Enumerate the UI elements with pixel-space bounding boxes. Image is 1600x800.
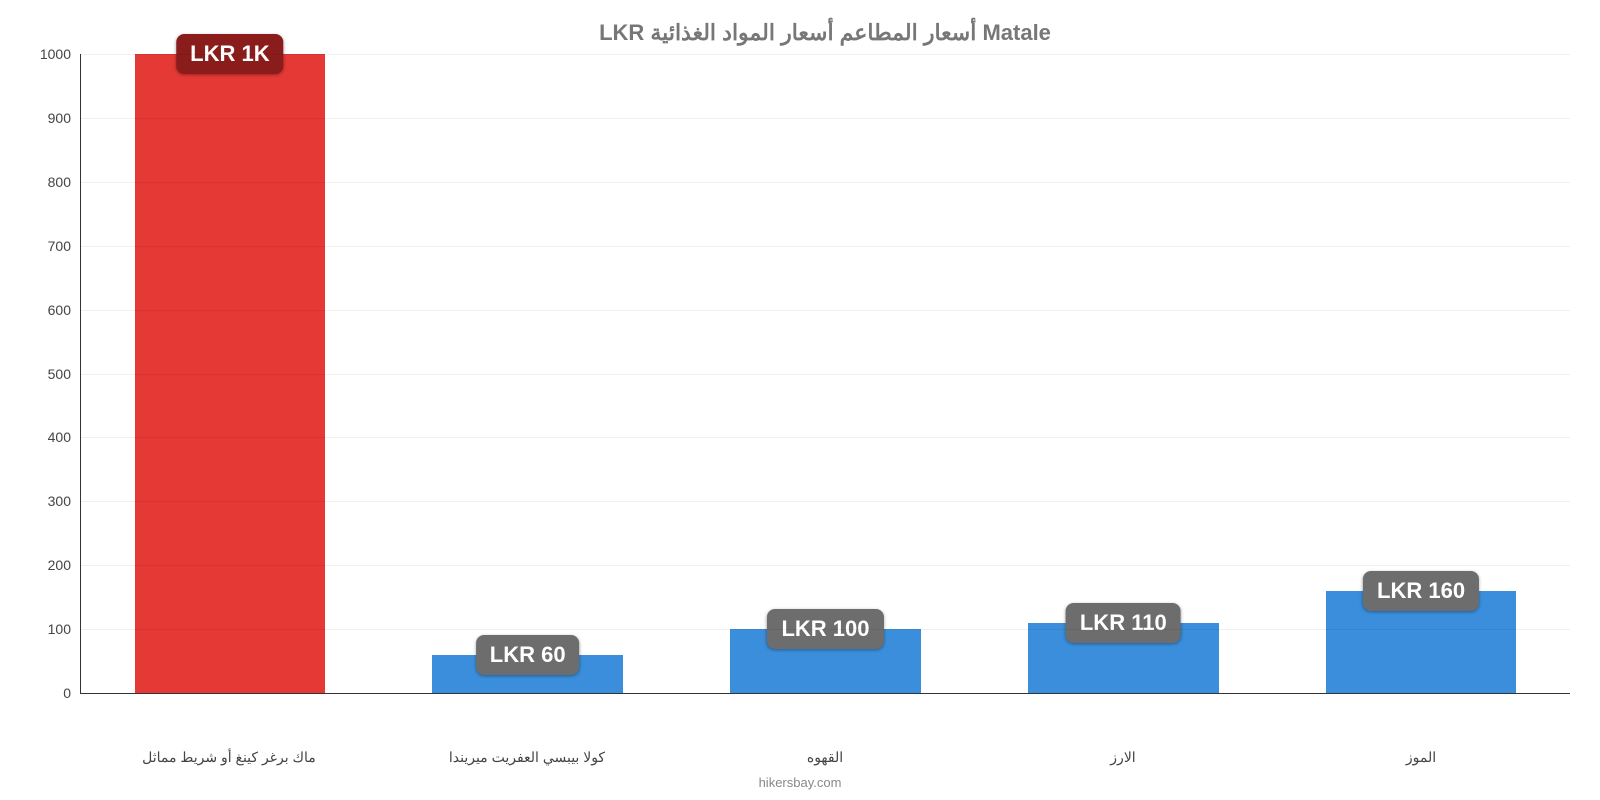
grid-line [81,54,1570,55]
x-axis-label: القهوه [676,749,974,766]
y-tick-label: 200 [11,557,71,573]
y-tick-label: 0 [11,685,71,701]
y-tick-label: 400 [11,429,71,445]
x-axis-labels: ماك برغر كينغ أو شريط مماثلكولا بيبسي ال… [80,749,1570,766]
price-chart: LKR أسعار المطاعم أسعار المواد الغذائية … [0,0,1600,800]
bar: LKR 60 [432,655,623,693]
chart-title: LKR أسعار المطاعم أسعار المواد الغذائية … [80,20,1570,46]
chart-footer: hikersbay.com [0,775,1600,790]
grid-line [81,374,1570,375]
value-badge: LKR 110 [1066,603,1181,643]
value-badge: LKR 60 [476,635,580,675]
grid-line [81,182,1570,183]
x-axis-label: ماك برغر كينغ أو شريط مماثل [80,749,378,766]
grid-line [81,437,1570,438]
y-tick-label: 500 [11,366,71,382]
y-tick-label: 600 [11,302,71,318]
grid-line [81,565,1570,566]
x-axis-label: كولا بيبسي العفريت ميريندا [378,749,676,766]
grid-line [81,118,1570,119]
grid-line [81,501,1570,502]
bar: LKR 100 [730,629,921,693]
y-tick-label: 900 [11,110,71,126]
plot-area: LKR 1KLKR 60LKR 100LKR 110LKR 160 010020… [80,54,1570,694]
bar: LKR 110 [1028,623,1219,693]
grid-line [81,310,1570,311]
grid-line [81,246,1570,247]
y-tick-label: 800 [11,174,71,190]
grid-line [81,629,1570,630]
y-tick-label: 300 [11,493,71,509]
y-tick-label: 100 [11,621,71,637]
x-axis-label: الارز [974,749,1272,766]
y-tick-label: 700 [11,238,71,254]
y-tick-label: 1000 [11,46,71,62]
bar: LKR 160 [1326,591,1517,693]
x-axis-label: الموز [1272,749,1570,766]
value-badge: LKR 160 [1363,571,1479,611]
